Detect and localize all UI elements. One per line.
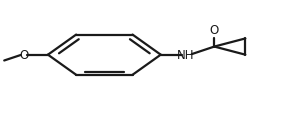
Text: NH: NH <box>177 49 195 62</box>
Text: O: O <box>19 49 28 62</box>
Text: O: O <box>210 24 219 37</box>
